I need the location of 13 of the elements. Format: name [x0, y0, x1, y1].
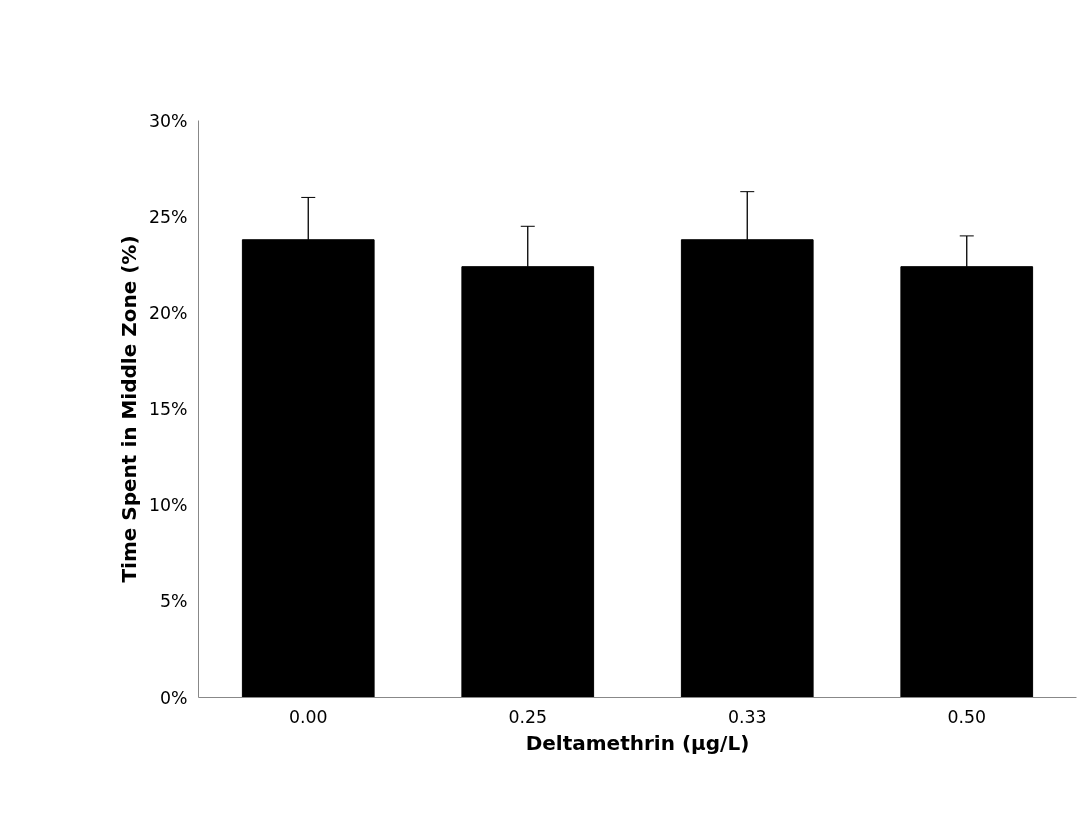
y-axis-title: Time Spent in Middle Zone (%)	[116, 235, 141, 583]
y-tick-label: 30%	[148, 110, 188, 131]
x-tick-label: 0.25	[508, 706, 548, 727]
y-tick-label: 0%	[160, 687, 188, 708]
x-axis-title: Deltamethrin (µg/L)	[525, 730, 750, 755]
x-tick-label: 0.00	[288, 706, 328, 727]
x-tick-label: 0.33	[727, 706, 767, 727]
x-tick-label: 0.50	[947, 706, 987, 727]
y-tick-label: 5%	[160, 591, 188, 612]
y-tick-label: 25%	[148, 206, 188, 227]
y-tick-label: 10%	[148, 495, 188, 516]
y-tick-label: 15%	[148, 399, 188, 419]
y-tick-label: 20%	[148, 302, 188, 323]
